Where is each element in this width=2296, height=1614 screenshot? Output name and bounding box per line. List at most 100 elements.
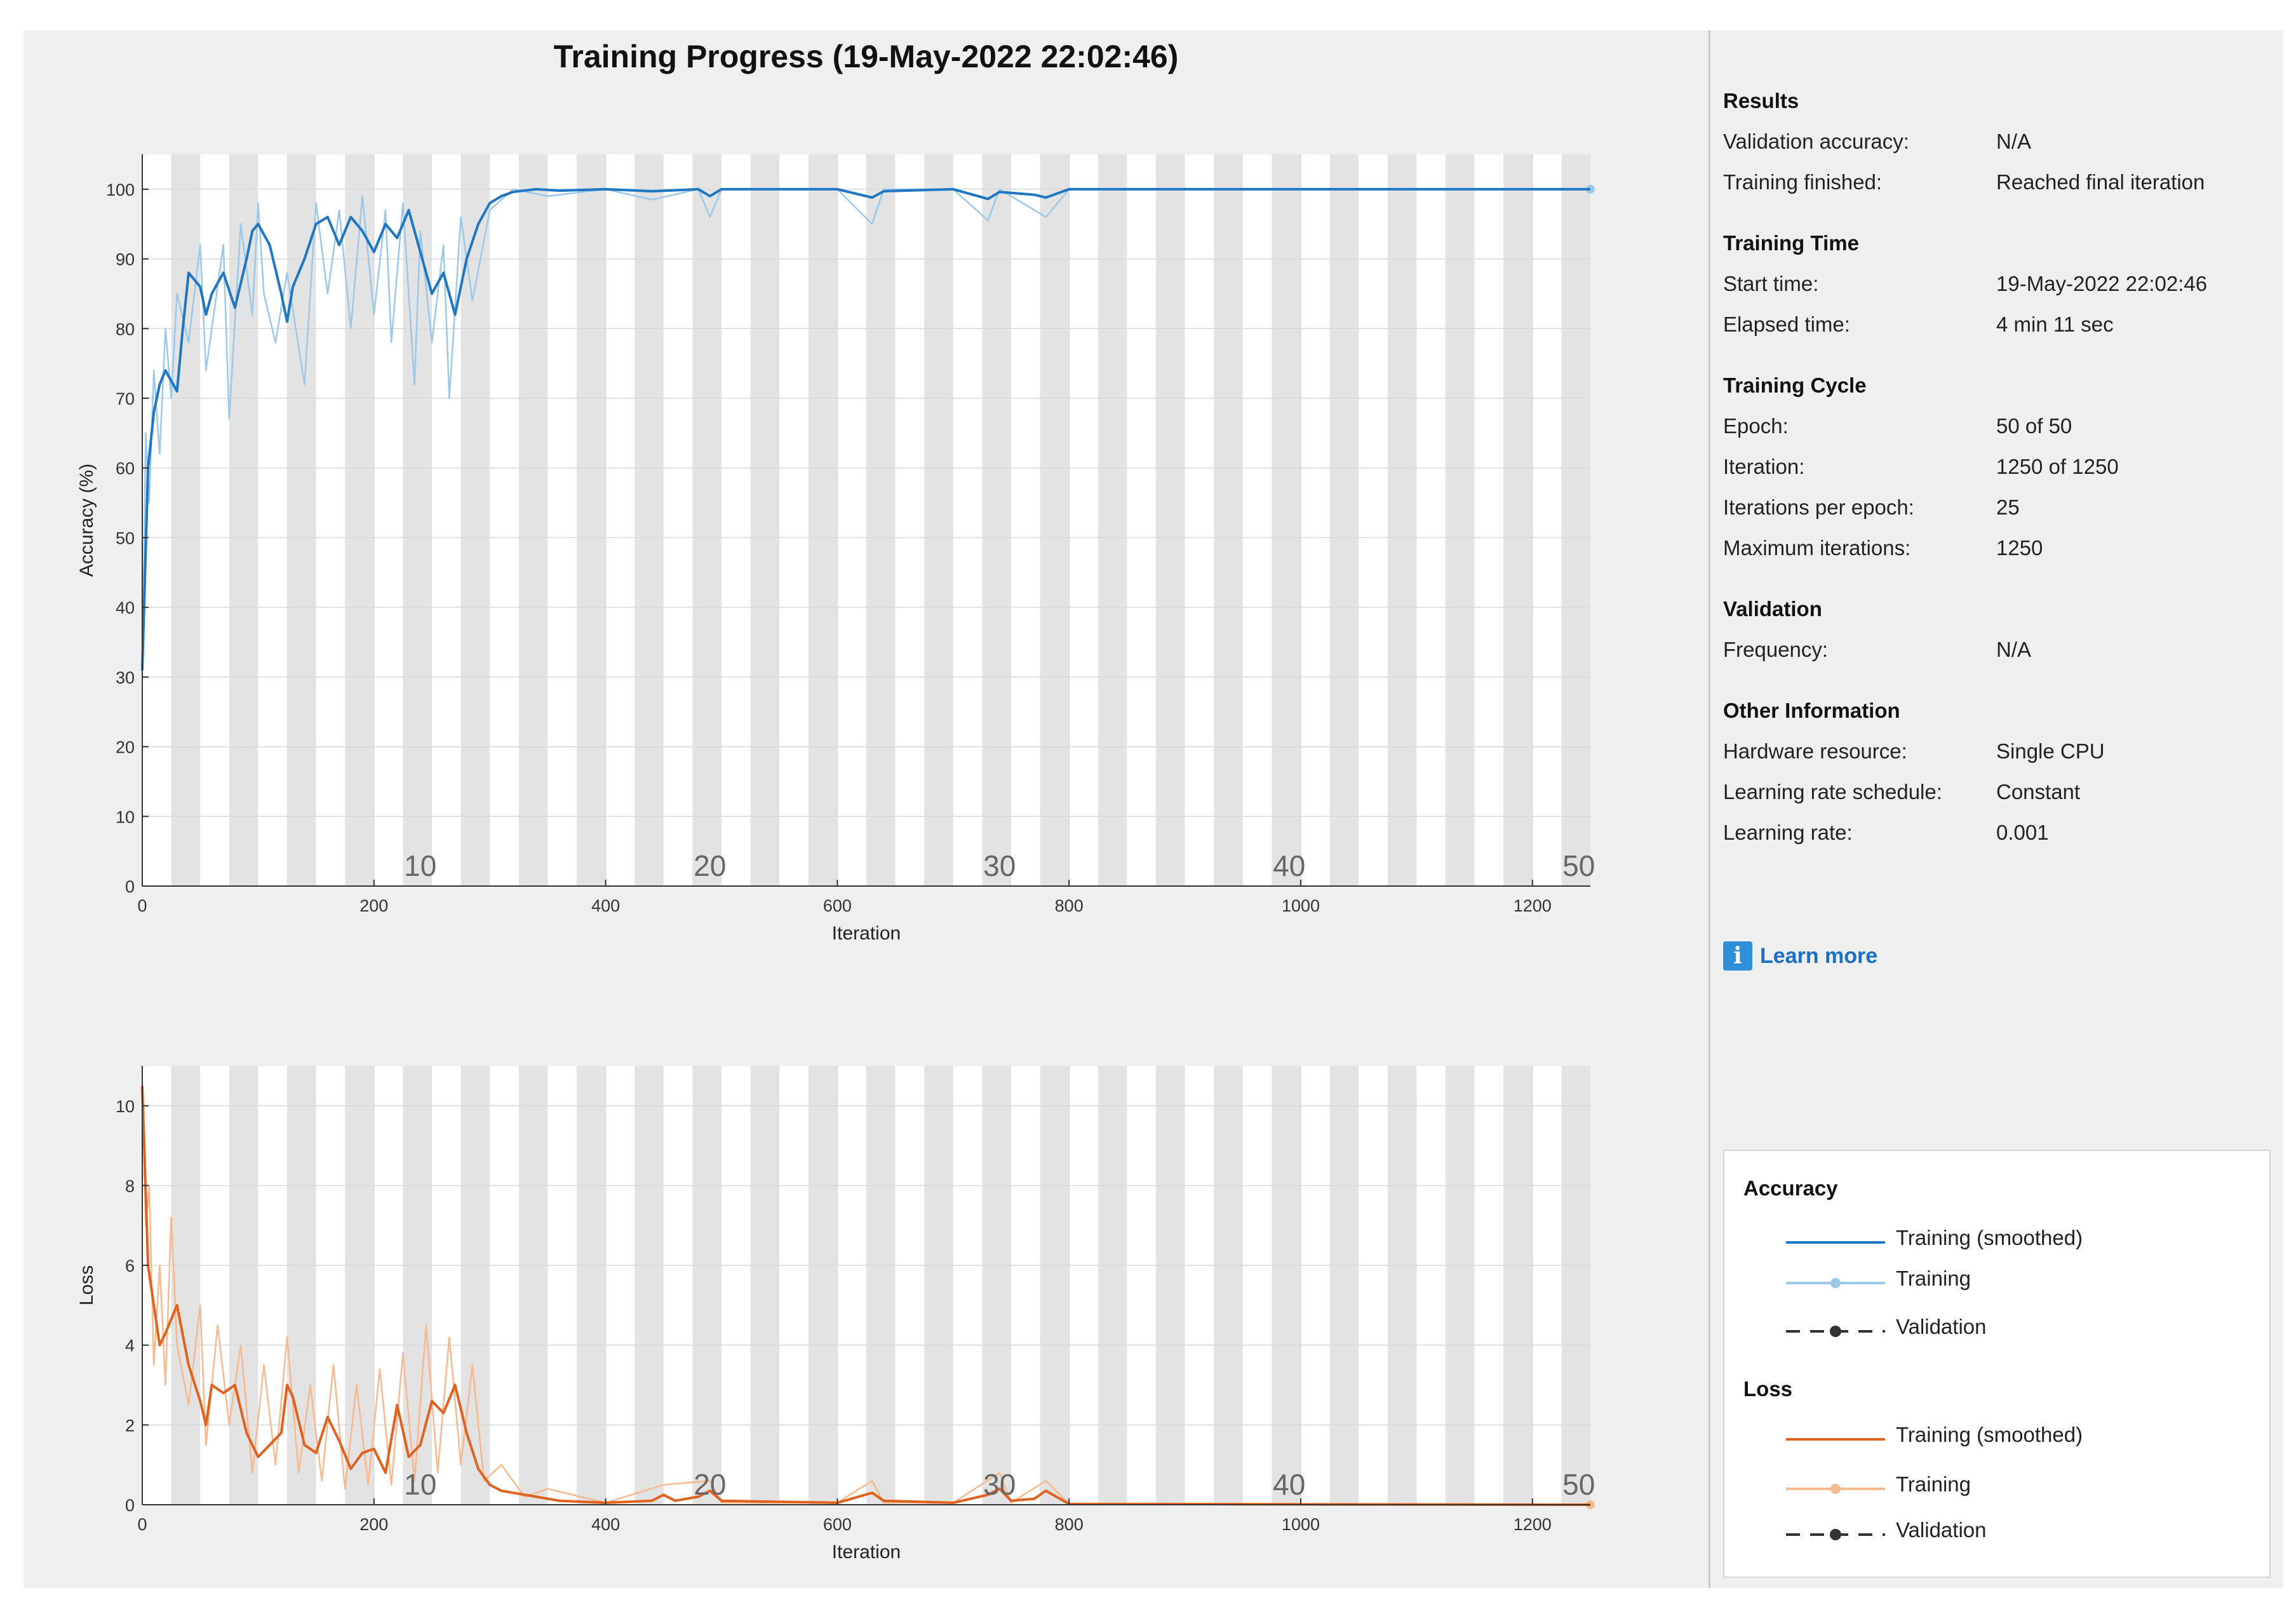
loss-epoch-band: [1040, 1066, 1070, 1505]
other-information-heading: Other Information: [1723, 699, 1900, 722]
accuracy-xtick-label: 600: [823, 896, 852, 915]
loss-epoch-label: 10: [404, 1468, 436, 1501]
legend-loss-training-label: Training: [1896, 1472, 1971, 1496]
accuracy-ytick-label: 20: [116, 738, 135, 757]
accuracy-ytick-label: 50: [116, 528, 135, 548]
loss-ytick-label: 8: [125, 1176, 135, 1195]
accuracy-xtick-label: 200: [359, 896, 388, 915]
accuracy-epoch-band: [1098, 154, 1127, 886]
iteration-label: Iteration:: [1723, 455, 1805, 478]
loss-epoch-band: [1387, 1066, 1417, 1505]
accuracy-ytick-label: 0: [125, 877, 135, 896]
loss-epoch-band: [1503, 1066, 1533, 1505]
legend-accuracy-heading: Accuracy: [1743, 1176, 1838, 1200]
loss-xtick-label: 1000: [1282, 1515, 1320, 1534]
loss-epoch-band: [692, 1066, 722, 1505]
training-finished-value: Reached final iteration: [1996, 170, 2205, 194]
legend-loss-validation-swatch: [1786, 1529, 1885, 1540]
loss-ytick-label: 10: [116, 1097, 135, 1116]
frequency-value: N/A: [1996, 638, 2032, 661]
accuracy-ytick-label: 90: [116, 250, 135, 269]
learn-more-label: Learn more: [1760, 943, 1878, 968]
accuracy-training-smoothed-line: [141, 187, 1590, 670]
loss-xtick-label: 1200: [1514, 1515, 1552, 1534]
accuracy-epoch-label: 50: [1562, 849, 1595, 882]
loss-xtick-label: 200: [359, 1515, 388, 1534]
legend-loss-smoothed-swatch: [1786, 1438, 1885, 1441]
accuracy-xtick-label: 1200: [1514, 896, 1552, 915]
validation-heading: Validation: [1723, 597, 1822, 621]
loss-training-smoothed-line: [141, 1086, 1591, 1506]
accuracy-ytick-label: 30: [116, 668, 135, 687]
info-icon: i: [1723, 941, 1752, 971]
loss-xtick-label: 600: [823, 1515, 852, 1534]
loss-epoch-label: 30: [983, 1468, 1016, 1501]
frequency-label: Frequency:: [1723, 638, 1829, 661]
accuracy-epoch-band: [1387, 154, 1417, 886]
accuracy-xtick-label: 0: [137, 896, 147, 915]
loss-epoch-band: [1156, 1066, 1185, 1505]
loss-epoch-band: [1272, 1066, 1301, 1505]
accuracy-xtick-label: 800: [1055, 896, 1084, 915]
training-time-heading: Training Time: [1723, 231, 1859, 255]
iteration-value: 1250 of 1250: [1996, 455, 2119, 478]
accuracy-epoch-band: [1561, 154, 1590, 886]
epoch-label: Epoch:: [1723, 414, 1789, 438]
loss-xlabel: Iteration: [832, 1542, 901, 1563]
loss-epoch-band: [287, 1066, 316, 1505]
accuracy-epoch-label: 20: [694, 849, 726, 882]
accuracy-epoch-band: [634, 154, 664, 886]
accuracy-epoch-band: [750, 154, 780, 886]
loss-epoch-band: [924, 1066, 953, 1505]
learn-more-link[interactable]: i Learn more: [1723, 941, 1877, 971]
elapsed-time-label: Elapsed time:: [1723, 313, 1850, 336]
loss-ytick-label: 4: [125, 1336, 135, 1355]
chart-title: Training Progress (19-May-2022 22:02:46): [553, 39, 1179, 74]
start-time-label: Start time:: [1723, 272, 1819, 295]
accuracy-epoch-band: [808, 154, 838, 886]
iterations-per-epoch-label: Iterations per epoch:: [1723, 495, 1914, 519]
loss-epoch-band: [171, 1066, 201, 1505]
loss-epoch-band: [750, 1066, 780, 1505]
accuracy-epoch-band: [171, 154, 201, 886]
epoch-value: 50 of 50: [1996, 414, 2072, 438]
accuracy-ylabel: Accuracy (%): [76, 464, 97, 577]
accuracy-epoch-band: [1214, 154, 1243, 886]
accuracy-epoch-label: 40: [1273, 849, 1305, 882]
loss-epoch-band: [808, 1066, 838, 1505]
validation-accuracy-value: N/A: [1996, 130, 2032, 153]
accuracy-epoch-label: 10: [404, 849, 436, 882]
loss-chart: 10 20 30 40 50 0 2 4 6 8 10 0 200 400 600 800 1000 1200 It…: [76, 1066, 1595, 1563]
accuracy-epoch-band: [577, 154, 606, 886]
hardware-resource-value: Single CPU: [1996, 739, 2105, 763]
loss-epoch-band: [1214, 1066, 1243, 1505]
accuracy-epoch-band: [1040, 154, 1070, 886]
plot-area: Training Progress (19-May-2022 22:02:46)…: [23, 30, 1709, 1588]
legend-loss-training-swatch: [1786, 1484, 1885, 1494]
legend-loss-heading: Loss: [1743, 1377, 1793, 1401]
loss-epoch-band: [634, 1066, 664, 1505]
legend-accuracy-validation-swatch: [1786, 1326, 1885, 1337]
legend-loss-smoothed-label: Training (smoothed): [1896, 1423, 2083, 1446]
loss-xtick-label: 800: [1055, 1515, 1084, 1534]
accuracy-epoch-band: [1503, 154, 1533, 886]
loss-epoch-band: [866, 1066, 896, 1505]
accuracy-training-line: [141, 188, 1590, 670]
loss-epoch-band: [345, 1066, 374, 1505]
legend-accuracy-smoothed-swatch: [1786, 1241, 1885, 1244]
loss-epoch-band: [229, 1066, 258, 1505]
accuracy-epoch-band: [1329, 154, 1359, 886]
info-panel: Results Validation accuracy: N/A Trainin…: [1709, 30, 2283, 1588]
accuracy-epoch-band: [460, 154, 490, 886]
loss-epoch-band: [1098, 1066, 1127, 1505]
loss-epoch-band: [1329, 1066, 1359, 1505]
results-heading: Results: [1723, 89, 1799, 112]
loss-xtick-label: 400: [591, 1515, 620, 1534]
accuracy-xtick-label: 1000: [1282, 896, 1320, 915]
legend-loss-validation-label: Validation: [1896, 1518, 1987, 1542]
accuracy-ytick-label: 70: [116, 389, 135, 408]
accuracy-epoch-band: [692, 154, 722, 886]
maximum-iterations-value: 1250: [1996, 536, 2043, 560]
accuracy-epoch-band: [924, 154, 953, 886]
